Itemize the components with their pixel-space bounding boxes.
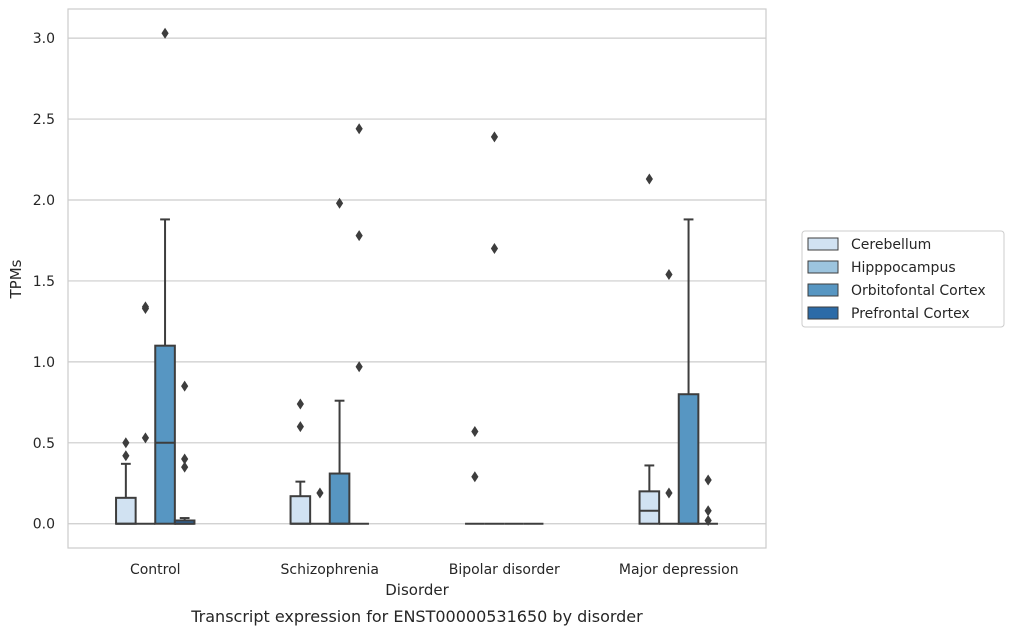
outlier-point [181, 380, 189, 392]
y-tick-label: 3.0 [33, 31, 55, 47]
outlier-point [122, 437, 130, 449]
box-0-0 [115, 437, 137, 525]
y-tick-label: 2.0 [33, 193, 55, 209]
outlier-point [296, 421, 304, 433]
outlier-point [490, 131, 499, 143]
outlier-point [181, 461, 189, 473]
outlier-point [141, 301, 150, 313]
box-body [154, 344, 176, 525]
box-3-3 [698, 474, 718, 526]
outlier-point [704, 505, 712, 517]
y-tick-label: 1.5 [33, 274, 55, 290]
box-0-2 [154, 27, 176, 525]
box-3-0 [638, 173, 661, 525]
outlier-point [490, 243, 499, 255]
outlier-point [704, 474, 712, 486]
legend-swatch [807, 260, 839, 274]
outlier-point [355, 361, 363, 373]
outlier-point [296, 398, 304, 410]
box-1-0 [289, 398, 312, 525]
outlier-point [704, 514, 712, 526]
box-body [115, 496, 137, 525]
y-tick-label: 0.5 [33, 436, 55, 452]
box-0-3 [173, 380, 196, 525]
y-tick-label: 1.0 [33, 355, 55, 371]
legend-swatch [807, 237, 839, 251]
outlier-point [665, 487, 673, 499]
box-0-1 [135, 301, 156, 525]
x-axis-label: Disorder [385, 581, 449, 599]
y-tick-label: 2.5 [33, 112, 55, 128]
box-body [638, 490, 661, 525]
legend-entry-label: Prefrontal Cortex [851, 306, 970, 322]
box-body [328, 472, 351, 525]
box-body [289, 495, 312, 525]
box-3-1 [659, 268, 679, 525]
outlier-point [355, 123, 363, 135]
y-axis-label: TPMs [7, 259, 25, 299]
y-tick-label: 0.0 [33, 517, 55, 533]
outlier-point [471, 425, 479, 437]
outlier-point [316, 487, 324, 499]
outlier-point [335, 197, 344, 209]
box-2-1 [484, 131, 505, 525]
legend-swatch [807, 283, 839, 297]
x-tick-label: Major depression [619, 562, 739, 578]
legend: Cerebellum Hipppocampus Orbitofontal Corte… [801, 230, 1005, 328]
box-1-1 [310, 487, 330, 525]
box-1-3 [349, 123, 369, 525]
x-tick-label: Control [130, 562, 181, 578]
legend-swatch [807, 306, 839, 320]
legend-entry-label: Hipppocampus [851, 260, 956, 276]
box-3-2 [677, 218, 700, 525]
outlier-point [645, 173, 653, 185]
outlier-point [665, 268, 673, 280]
legend-entry-label: Cerebellum [851, 237, 931, 253]
outlier-point [355, 230, 363, 242]
plot-frame [67, 8, 767, 549]
box-plot-boxes [115, 27, 718, 526]
y-tick-labels: 0.0 0.5 1.0 1.5 2.0 2.5 3.0 [33, 31, 55, 533]
legend-entry-label: Orbitofontal Cortex [851, 283, 986, 299]
x-tick-labels: Control Schizophrenia Bipolar disorder Majo… [130, 562, 739, 578]
chart-caption: Transcript expression for ENST0000053165… [190, 607, 643, 626]
box-body [677, 393, 700, 525]
outlier-point [471, 471, 479, 483]
outlier-point [141, 432, 150, 444]
box-2-0 [465, 425, 485, 525]
box-1-2 [328, 197, 351, 525]
grid-lines [68, 37, 766, 525]
x-tick-label: Bipolar disorder [449, 562, 560, 578]
outlier-point [161, 27, 169, 39]
legend-frame [801, 230, 1005, 328]
x-tick-label: Schizophrenia [281, 562, 379, 578]
outlier-point [181, 453, 189, 465]
outlier-point [122, 450, 130, 462]
